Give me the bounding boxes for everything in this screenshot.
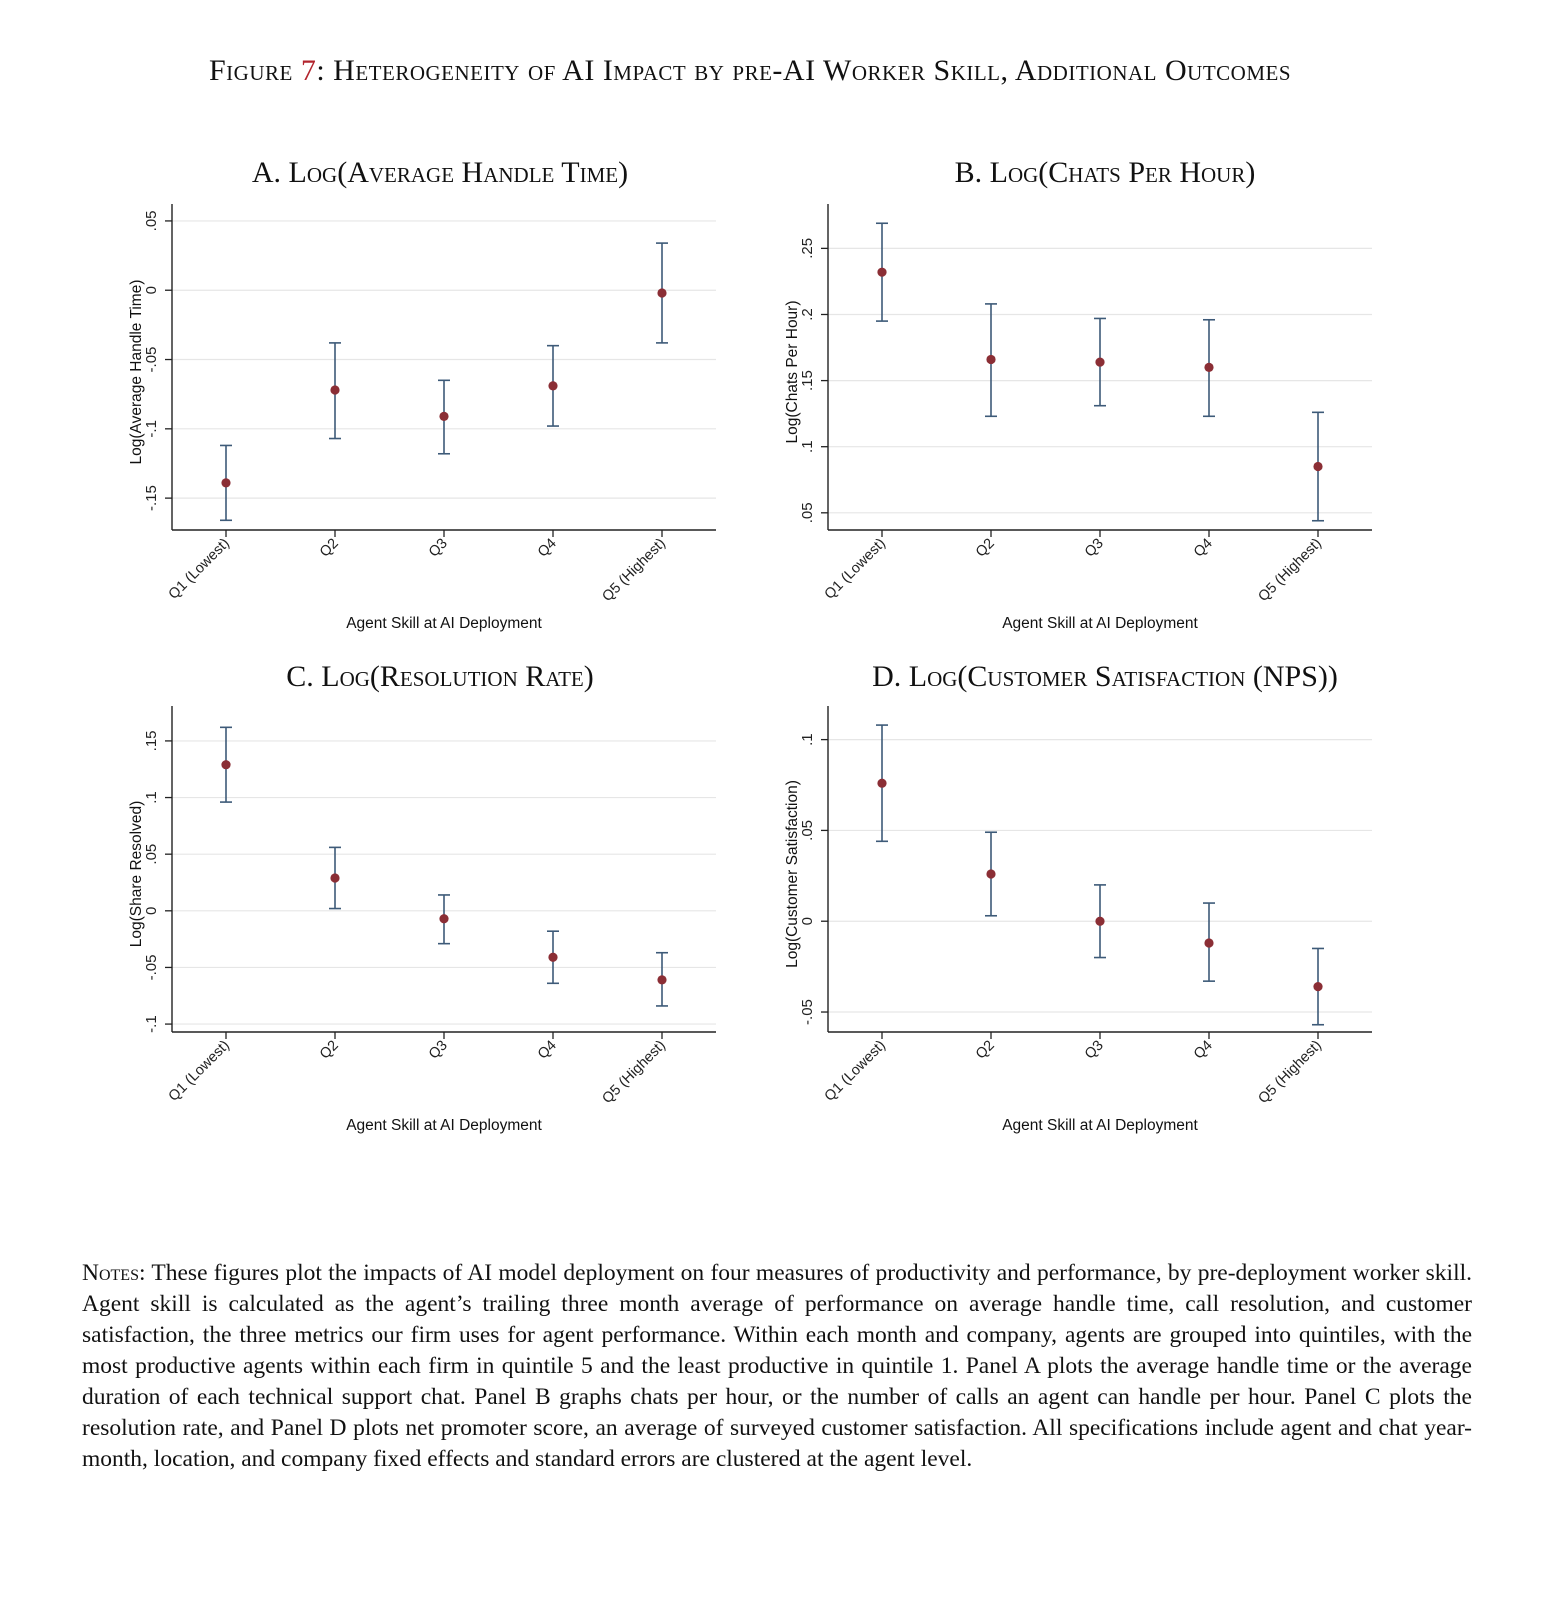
- data-point: [877, 267, 887, 277]
- y-tick-label: .25: [799, 238, 816, 259]
- data-point: [330, 385, 340, 395]
- x-axis-title: Agent Skill at AI Deployment: [1002, 615, 1198, 632]
- data-point: [1095, 916, 1105, 926]
- data-point: [330, 873, 340, 883]
- data-point: [1313, 461, 1323, 472]
- data-point: [1204, 938, 1214, 948]
- data-point: [657, 975, 667, 985]
- data-point: [1095, 357, 1105, 367]
- y-tick-label: 0: [143, 286, 160, 294]
- y-axis-title: Log(Share Resolved): [128, 801, 145, 947]
- y-tick-label: .05: [143, 844, 160, 865]
- y-axis-title: Log(Customer Satisfaction): [784, 780, 801, 968]
- y-tick-label: -.05: [143, 347, 160, 373]
- panel-a-title: A. Log(Average Handle Time): [251, 156, 629, 189]
- figure-notes: Notes: These figures plot the impacts of…: [82, 1258, 1472, 1475]
- y-axis-title: Log(Average Handle Time): [128, 280, 145, 465]
- x-tick-label: Q2: [973, 1038, 998, 1063]
- x-axis-title: Agent Skill at AI Deployment: [1002, 1117, 1198, 1134]
- y-axis-title: Log(Chats Per Hour): [784, 300, 801, 443]
- data-point: [986, 354, 996, 365]
- y-tick-label: .15: [143, 730, 160, 751]
- x-tick-label: Q4: [1191, 1038, 1216, 1063]
- y-tick-label: .2: [799, 308, 816, 321]
- y-tick-label: 0: [799, 917, 816, 925]
- data-point: [1313, 981, 1323, 992]
- data-point: [1204, 362, 1214, 372]
- x-tick-label: Q1 (Lowest): [822, 1038, 889, 1105]
- figure-prefix: Figure: [209, 54, 293, 87]
- panel-d-group: .1 .05 0 -.05 Q1 (Lowest) Q2 Q3 Q4 Q5 (Highest) A…: [784, 706, 1372, 1134]
- data-point: [439, 411, 449, 421]
- data-point: [221, 478, 231, 488]
- notes-text: These figures plot the impacts of AI mod…: [82, 1260, 1472, 1472]
- y-tick-label: -.1: [143, 420, 160, 438]
- figure-number: 7: [300, 54, 317, 87]
- data-point: [548, 952, 558, 962]
- figure-title-text: : Heterogeneity of AI Impact by pre-AI W…: [316, 54, 1291, 87]
- y-tick-label: 0: [143, 907, 160, 915]
- y-tick-label: .05: [143, 211, 160, 232]
- y-tick-label: -.1: [143, 1015, 160, 1033]
- y-tick-label: .15: [799, 370, 816, 391]
- data-point: [221, 760, 231, 770]
- y-tick-label: -.15: [143, 485, 160, 511]
- y-tick-label: .1: [143, 791, 160, 804]
- y-tick-label: .1: [799, 440, 816, 453]
- x-tick-label: Q3: [1082, 1038, 1107, 1063]
- y-tick-label: .05: [799, 820, 816, 841]
- data-point: [657, 288, 667, 298]
- notes-lead: Notes:: [82, 1260, 146, 1286]
- data-point: [548, 381, 558, 391]
- panel-c-title: C. Log(Resolution Rate): [286, 660, 594, 693]
- x-axis-title: Agent Skill at AI Deployment: [346, 615, 542, 632]
- panel-d-title: D. Log(Customer Satisfaction (NPS)): [872, 660, 1338, 693]
- data-point: [986, 869, 996, 879]
- data-point: [877, 778, 887, 788]
- y-tick-label: -.05: [143, 955, 160, 981]
- figure-title: Figure 7: Heterogeneity of AI Impact by …: [130, 52, 1370, 90]
- panel-b-title: B. Log(Chats Per Hour): [954, 156, 1256, 189]
- x-axis-title: Agent Skill at AI Deployment: [346, 1117, 542, 1134]
- data-point: [439, 914, 449, 924]
- y-tick-label: .1: [799, 733, 816, 746]
- y-tick-label: -.05: [799, 999, 816, 1025]
- y-tick-label: .05: [799, 502, 816, 523]
- x-tick-label: Q5 (Highest): [1255, 1038, 1324, 1107]
